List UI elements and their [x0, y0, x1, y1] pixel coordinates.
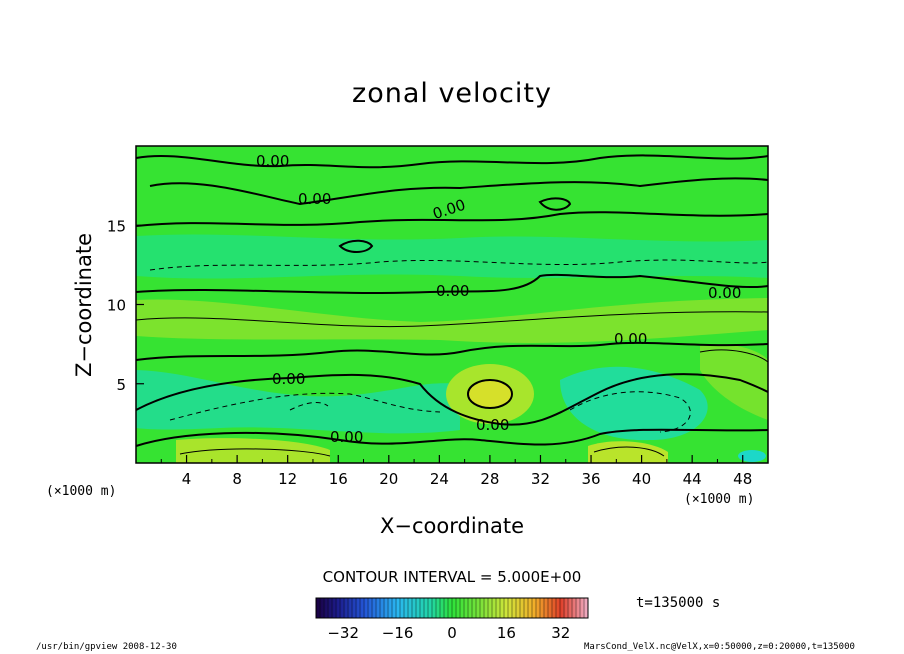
x-tick-label: 12 — [278, 470, 297, 488]
colorbar-frame — [315, 597, 589, 619]
contour-line — [135, 373, 769, 426]
contour-line — [135, 341, 769, 361]
colorbar-tick-label: 0 — [447, 624, 457, 642]
x-tick-label: 8 — [232, 470, 242, 488]
contour-lines-negative — [149, 259, 769, 433]
contour-interval: CONTOUR INTERVAL = 5.000E+00 — [322, 568, 582, 586]
y-axis-label: Z−coordinate — [72, 233, 96, 377]
x-tick-label: 4 — [182, 470, 192, 488]
contour-label: 0.00 — [614, 330, 647, 348]
contour-line — [135, 311, 769, 328]
contour-line — [149, 259, 769, 271]
contour-label: 0.00 — [330, 428, 363, 446]
field-band-yellow — [136, 298, 768, 343]
contour-label: 0.00 — [272, 370, 305, 388]
x-tick-label: 36 — [581, 470, 600, 488]
x-tick-label: 48 — [733, 470, 752, 488]
field-patch-bottom-left — [176, 438, 330, 463]
contour-line — [699, 349, 769, 363]
contour-label: 0.00 — [256, 152, 289, 170]
contour-label: 0.00 — [476, 416, 509, 434]
contour-line — [569, 391, 691, 433]
contour-lines-thin — [135, 311, 769, 457]
contour-label: 0.00 — [298, 190, 331, 208]
contour-label: 0.00 — [708, 284, 741, 302]
x-tick-label: 40 — [632, 470, 651, 488]
colorbar-tick-label: −16 — [382, 624, 414, 642]
contour-label-group: 0.00 0.00 0.00 0.00 0.00 0.00 0.00 0.00 … — [256, 152, 741, 446]
x-tick-label: 16 — [329, 470, 348, 488]
y-tick-label: 10 — [107, 297, 126, 315]
x-tick-label: 20 — [379, 470, 398, 488]
contour-line — [169, 392, 441, 421]
contour-line — [135, 154, 769, 169]
x-tick-label: 44 — [683, 470, 702, 488]
contour-line — [135, 428, 769, 447]
contour-line — [135, 211, 769, 227]
colorbar-tick-label: 32 — [551, 624, 570, 642]
y-axis: 5 10 15 — [107, 217, 144, 394]
y-tick-label: 15 — [107, 217, 126, 235]
field-patch-bottom-right — [588, 441, 668, 463]
colorbar-tick-label: −32 — [327, 624, 359, 642]
contour-line — [538, 197, 572, 211]
time-label: t=135000 s — [636, 595, 721, 611]
colorbar — [315, 597, 589, 619]
colorbar-ticks: −32 −16 0 16 32 — [327, 624, 570, 642]
footer-left: /usr/bin/gpview 2008-12-30 — [36, 642, 177, 652]
x-tick-label: 28 — [480, 470, 499, 488]
x-unit-left: (×1000 m) — [46, 484, 117, 499]
y-tick-label: 5 — [116, 376, 126, 394]
x-tick-label: 24 — [430, 470, 449, 488]
contour-lines — [135, 154, 769, 447]
contour-line — [149, 177, 769, 206]
field-band-upper — [136, 234, 768, 279]
x-axis-label: X−coordinate — [380, 514, 524, 538]
contour-line — [135, 273, 769, 294]
contour-label: 0.00 — [436, 282, 469, 300]
contour-line — [338, 239, 374, 253]
field-patch-max-core — [468, 380, 512, 408]
x-unit-right: (×1000 m) — [684, 492, 755, 507]
field-patch-right-edge — [700, 344, 768, 420]
field-band-low — [136, 370, 460, 434]
contour-line — [467, 379, 513, 409]
colorbar-tick-label: 16 — [497, 624, 516, 642]
footer-right: MarsCond_VelX.nc@VelX,x=0:50000,z=0:2000… — [584, 642, 855, 652]
contour-line — [179, 448, 331, 457]
x-tick-label: 32 — [531, 470, 550, 488]
x-axis: 4 8 12 16 20 24 28 32 36 40 44 48 — [160, 455, 752, 488]
plot-area: 0.00 0.00 0.00 0.00 0.00 0.00 0.00 0.00 … — [135, 145, 769, 464]
field-patch-corner — [738, 450, 766, 462]
contour-line — [593, 446, 665, 457]
field-patch-right-low — [560, 366, 708, 441]
contour-line — [289, 402, 329, 411]
chart-title: zonal velocity — [352, 78, 552, 109]
